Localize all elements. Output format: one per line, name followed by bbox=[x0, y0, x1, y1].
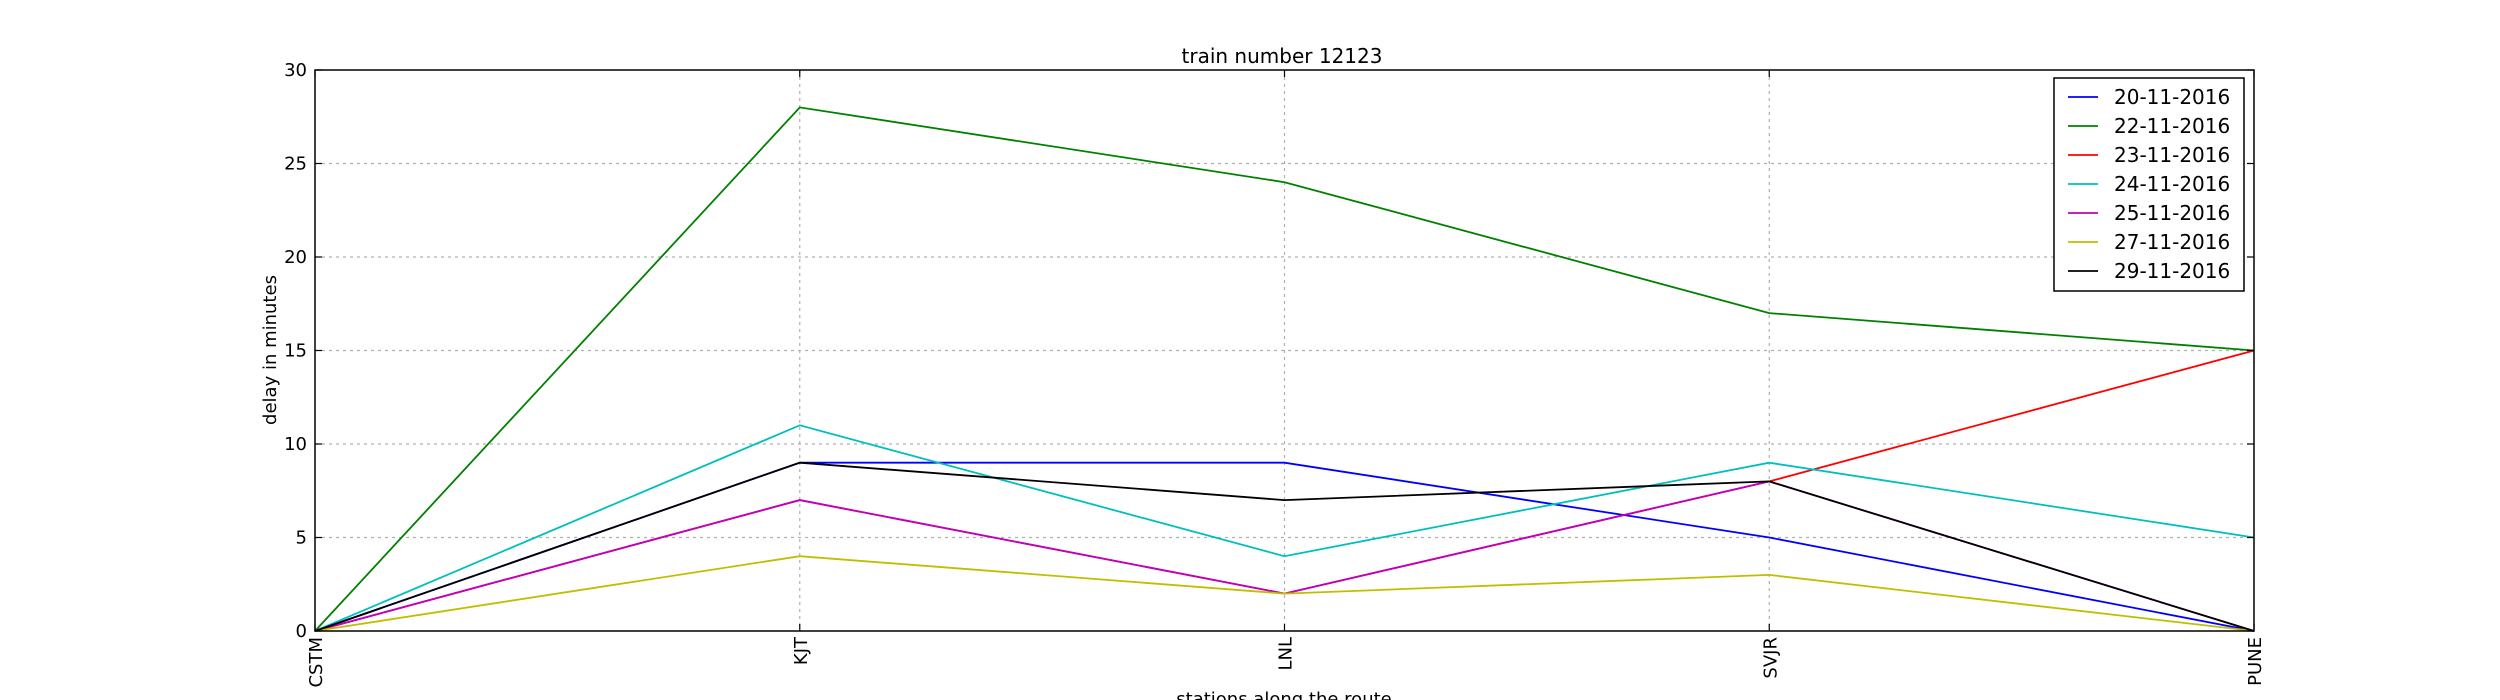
y-tick-label: 30 bbox=[284, 60, 307, 81]
y-tick-label: 10 bbox=[284, 434, 307, 455]
x-tick-label: KJT bbox=[791, 636, 812, 665]
x-tick-label: LNL bbox=[1276, 637, 1297, 671]
series-line-22-11-2016 bbox=[314, 106, 2255, 632]
x-axis-title: stations along the route bbox=[1176, 689, 1391, 700]
y-tick-label: 20 bbox=[284, 247, 307, 268]
y-axis-title: delay in minutes bbox=[260, 275, 281, 425]
chart-title: train number 12123 bbox=[1182, 44, 1383, 68]
legend-label: 23-11-2016 bbox=[2114, 143, 2230, 167]
legend-label: 20-11-2016 bbox=[2114, 85, 2230, 109]
y-tick-label: 15 bbox=[284, 341, 307, 362]
legend-label: 27-11-2016 bbox=[2114, 230, 2230, 254]
y-tick-label: 5 bbox=[296, 528, 307, 549]
legend: 20-11-2016 22-11-2016 23-11-2016 24-11-2016… bbox=[2053, 77, 2245, 292]
series-line-27-11-2016 bbox=[314, 555, 2255, 632]
axis-ticks: 0 5 10 15 20 25 30 CSTM KJT LNL SVJR PUNE bbox=[284, 60, 2266, 688]
grid-lines bbox=[315, 70, 2254, 631]
series-line-24-11-2016 bbox=[314, 424, 2255, 632]
series-line-29-11-2016 bbox=[314, 461, 2255, 632]
legend-label: 29-11-2016 bbox=[2114, 259, 2230, 283]
legend-label: 24-11-2016 bbox=[2114, 172, 2230, 196]
y-tick-label: 0 bbox=[296, 621, 307, 642]
x-tick-label: CSTM bbox=[306, 637, 327, 688]
x-tick-label: SVJR bbox=[1760, 637, 1781, 679]
series-lines bbox=[314, 106, 2255, 632]
x-tick-label: PUNE bbox=[2245, 637, 2266, 686]
legend-label: 22-11-2016 bbox=[2114, 114, 2230, 138]
legend-label: 25-11-2016 bbox=[2114, 201, 2230, 225]
y-tick-label: 25 bbox=[284, 154, 307, 175]
